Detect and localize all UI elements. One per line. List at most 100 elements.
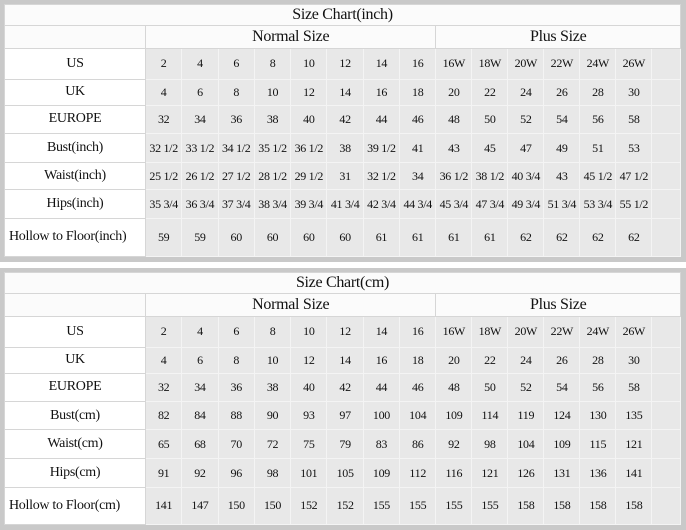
size-cell: 31 [326,162,364,191]
size-table: Size Chart(inch) Normal Size Plus Size US 2 4… [4,3,681,258]
size-cell: 60 [217,217,255,258]
empty-cell [651,217,681,258]
size-cell: 46 [399,104,437,134]
size-cell: 59 [144,217,183,258]
size-cell: 141 [615,458,653,488]
size-cell: 10 [253,346,292,374]
size-cell: 6 [181,346,219,374]
size-cell: 41 3/4 [326,189,364,219]
size-cell: 26 1/2 [181,162,219,191]
empty-cell [651,316,681,348]
size-cell: 44 [362,104,401,134]
size-cell: 18W [471,316,509,348]
size-cell: 22W [543,316,581,348]
size-cell: 98 [471,429,509,460]
size-table: Size Chart(cm) Normal Size Plus Size US 2 4 6 8… [4,271,681,526]
size-cell: 45 1/2 [579,162,617,191]
size-cell: 14 [362,316,401,348]
size-cell: 158 [543,486,581,526]
row-label: Waist(cm) [4,429,146,460]
table-row: Bust(inch) 32 1/2 33 1/2 34 1/2 35 1/2 36 1/2… [4,132,681,164]
size-cell: 54 [543,372,581,402]
size-cell: 52 [507,372,545,402]
size-cell: 45 3/4 [435,189,473,219]
size-cell: 45 [471,132,509,164]
table-row: US 2 4 6 8 10 12 14 16 16W 18W 20W 22W 24W 26W [4,316,681,348]
size-cell: 40 3/4 [507,162,545,191]
size-cell: 109 [435,400,473,431]
size-cell: 49 [543,132,581,164]
empty-cell [651,400,681,431]
size-cell: 2 [144,48,183,80]
size-cell: 41 [399,132,437,164]
empty-cell [651,429,681,460]
size-cell: 26W [615,316,653,348]
size-cell: 112 [399,458,437,488]
size-cell: 22W [543,48,581,80]
size-cell: 50 [471,104,509,134]
empty-header-cell [4,293,146,318]
table-row: Hollow to Floor(cm) 141 147 150 150 152 152 155… [4,486,681,526]
size-cell: 20W [507,48,545,80]
size-cell: 61 [471,217,509,258]
size-cell: 59 [181,217,219,258]
size-cell: 32 1/2 [144,132,183,164]
row-label: Hips(inch) [4,189,146,219]
normal-size-header: Normal Size [144,293,437,318]
empty-cell [651,486,681,526]
size-cell: 115 [579,429,617,460]
size-cell: 36 3/4 [181,189,219,219]
size-cell: 12 [326,48,364,80]
size-cell: 38 1/2 [471,162,509,191]
size-cell: 14 [326,78,364,106]
size-cell: 62 [543,217,581,258]
size-cell: 43 [543,162,581,191]
size-cell: 4 [181,316,219,348]
table-row: UK 4 6 8 10 12 14 16 18 20 22 24 26 28 30 [4,346,681,374]
size-cell: 14 [362,48,401,80]
size-cell: 29 1/2 [290,162,328,191]
size-cell: 60 [253,217,292,258]
size-cell: 8 [217,346,255,374]
table-row: Hips(inch) 35 3/4 36 3/4 37 3/4 38 3/4 39 3/4… [4,189,681,219]
size-cell: 10 [253,78,292,106]
size-cell: 42 [326,372,364,402]
size-cell: 42 [326,104,364,134]
size-cell: 12 [290,78,328,106]
size-cell: 136 [579,458,617,488]
table-title: Size Chart(inch) [4,3,681,27]
size-cell: 56 [579,104,617,134]
size-cell: 53 3/4 [579,189,617,219]
size-cell: 33 1/2 [181,132,219,164]
size-cell: 53 [615,132,653,164]
size-cell: 155 [435,486,473,526]
empty-cell [651,104,681,134]
size-cell: 32 [144,104,183,134]
size-cell: 28 [579,346,617,374]
size-cell: 90 [253,400,292,431]
row-label: Hips(cm) [4,458,146,488]
size-cell: 62 [615,217,653,258]
size-cell: 150 [253,486,292,526]
row-label: US [4,316,146,348]
size-cell: 61 [435,217,473,258]
size-cell: 155 [362,486,401,526]
size-cell: 47 [507,132,545,164]
table-row: Bust(cm) 82 84 88 90 93 97 100 104 109 114 119 124 13… [4,400,681,431]
empty-cell [651,132,681,164]
size-cell: 20 [435,346,473,374]
empty-cell [651,162,681,191]
size-cell: 24 [507,78,545,106]
size-cell: 42 3/4 [362,189,401,219]
size-cell: 10 [290,48,328,80]
size-cell: 72 [253,429,292,460]
size-cell: 28 1/2 [253,162,292,191]
empty-cell [651,189,681,219]
size-cell: 48 [435,372,473,402]
size-cell: 39 1/2 [362,132,401,164]
row-label: US [4,48,146,80]
size-cell: 65 [144,429,183,460]
size-cell: 27 1/2 [217,162,255,191]
row-label: Hollow to Floor(cm) [4,486,146,526]
table-row: Hips(cm) 91 92 96 98 101 105 109 112 116 121 126 131… [4,458,681,488]
